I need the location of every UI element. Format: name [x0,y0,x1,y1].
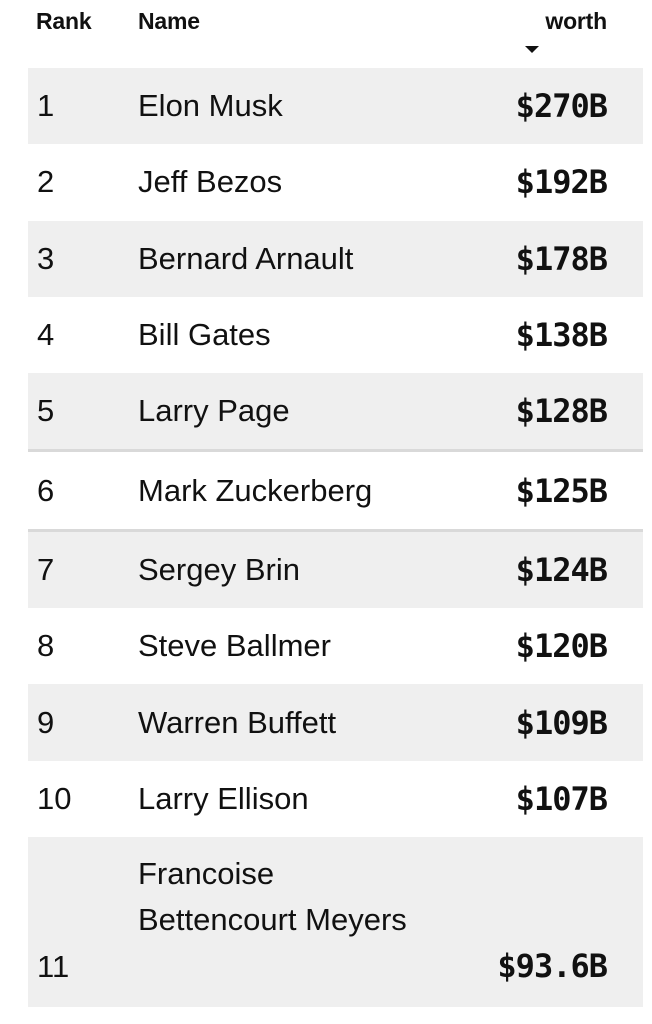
rank-cell: 3 [37,240,55,276]
rank-cell: 2 [37,164,55,200]
worth-cell: $120B [515,627,608,666]
rank-cell: 5 [37,393,55,429]
table-row[interactable]: 9 Warren Buffett $109B [28,684,643,761]
name-cell: Warren Buffett [138,704,337,740]
name-cell: Steve Ballmer [138,628,331,664]
table-row[interactable]: 2 Jeff Bezos $192B [28,144,643,220]
rank-cell: 8 [37,628,55,664]
table-row[interactable]: 3 Bernard Arnault $178B [28,220,643,297]
name-cell: Francoise Bettencourt Meyers [138,855,407,937]
worth-cell: $93.6B [497,946,608,985]
worth-cell: $138B [515,316,608,355]
table-row[interactable]: 7 Sergey Brin $124B [28,528,643,609]
rank-cell: 9 [37,704,55,740]
name-cell: Mark Zuckerberg [138,472,373,508]
table-header: Rank Name worth [28,0,643,68]
rank-cell: 4 [37,317,55,353]
worth-cell: $178B [515,239,608,278]
name-cell: Larry Ellison [138,780,309,816]
rank-cell: 7 [37,551,55,587]
name-cell: Jeff Bezos [138,164,283,200]
table-row[interactable]: 11 Francoise Bettencourt Meyers $93.6B [28,836,643,1007]
worth-cell: $107B [515,779,608,818]
table-row[interactable]: 4 Bill Gates $138B [28,297,643,373]
name-cell: Bill Gates [138,317,271,353]
worth-cell: $109B [515,703,608,742]
table-row[interactable]: 6 Mark Zuckerberg $125B [28,449,643,528]
name-cell: Elon Musk [138,88,283,124]
rank-column-header[interactable]: Rank [36,8,92,34]
worth-cell: $192B [515,163,608,202]
table-row[interactable]: 8 Steve Ballmer $120B [28,608,643,684]
table-row[interactable]: 1 Elon Musk $270B [28,68,643,145]
name-column-header[interactable]: Name [138,8,200,34]
table-row[interactable]: 5 Larry Page $128B [28,373,643,450]
worth-cell: $125B [515,471,608,510]
rank-cell: 10 [37,780,72,816]
name-cell: Larry Page [138,393,290,429]
worth-column-header[interactable]: worth [545,8,607,34]
worth-cell: $124B [515,550,608,589]
table-row[interactable]: 10 Larry Ellison $107B [28,761,643,837]
rank-cell: 6 [37,472,55,508]
name-cell: Sergey Brin [138,551,300,587]
billionaires-table: Rank Name worth 1 Elon Musk $270B 2 Jeff… [28,0,643,1007]
sort-descending-icon[interactable] [525,46,539,53]
worth-cell: $270B [515,87,608,126]
worth-cell: $128B [515,392,608,431]
rank-cell: 11 [37,948,70,984]
name-cell: Bernard Arnault [138,240,354,276]
rank-cell: 1 [37,88,55,124]
